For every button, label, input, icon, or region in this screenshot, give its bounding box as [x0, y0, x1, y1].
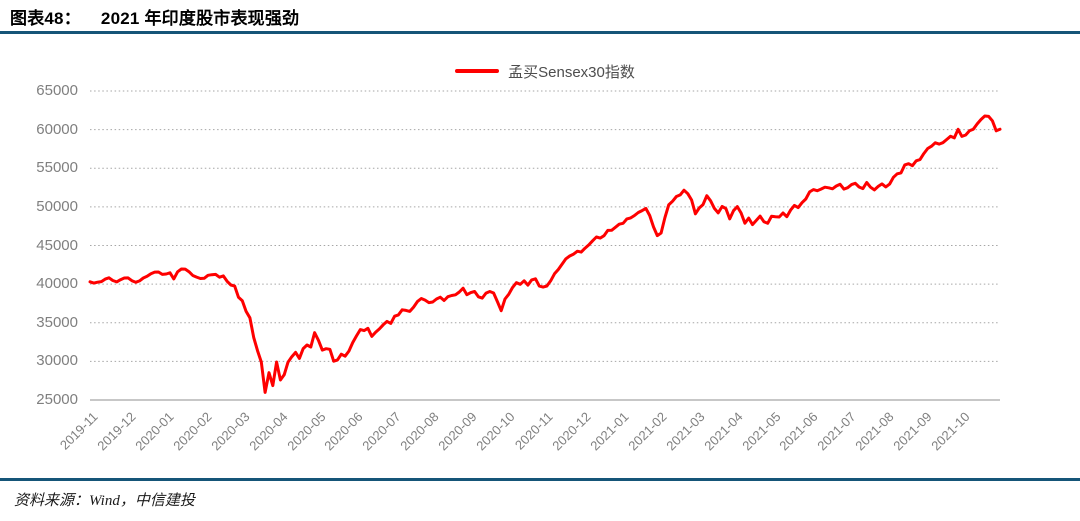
y-tick-label: 50000: [36, 197, 78, 215]
figure-bottom-rule: [0, 478, 1080, 481]
y-tick-label: 30000: [36, 352, 78, 370]
source-note: 资料来源：Wind，中信建投: [14, 493, 195, 509]
y-tick-label: 60000: [36, 120, 78, 138]
y-tick-label: 35000: [36, 313, 78, 331]
legend-series-label: 孟买Sensex30指数: [508, 63, 635, 81]
figure-caption-label: 图表48：: [10, 9, 81, 28]
figure-caption-title: 2021 年印度股市表现强劲: [100, 9, 300, 28]
caption-divider-rule: [0, 31, 1080, 34]
legend-line-swatch-icon: [455, 69, 500, 73]
y-tick-label: 40000: [36, 275, 78, 293]
y-tick-label: 65000: [36, 82, 78, 99]
y-tick-label: 55000: [36, 159, 78, 177]
y-tick-label: 25000: [36, 391, 78, 408]
sensex30-series-line: [88, 114, 1002, 394]
chart-legend: 孟买Sensex30指数: [90, 61, 1000, 81]
figure-caption: 图表48： 2021 年印度股市表现强劲: [10, 4, 299, 29]
y-tick-label: 45000: [36, 236, 78, 254]
